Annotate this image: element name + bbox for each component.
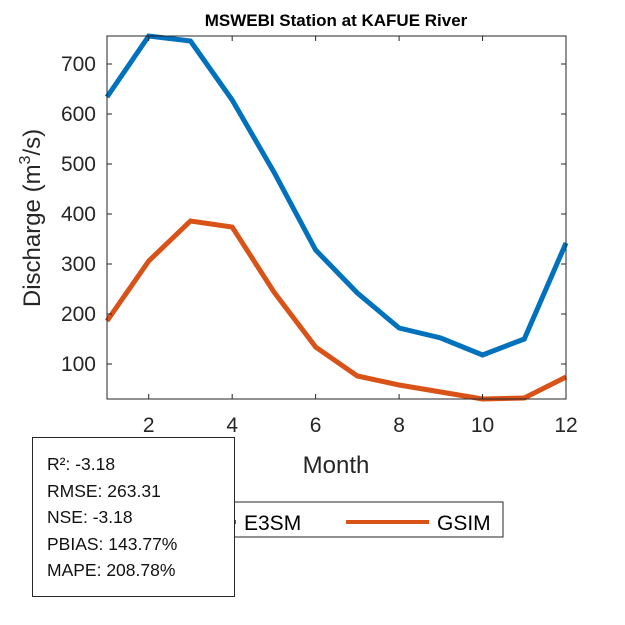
y-tick-label: 700 xyxy=(61,53,96,76)
x-axis-label: Month xyxy=(303,452,370,479)
series-line-e3sm xyxy=(104,33,569,358)
x-tick-label: 2 xyxy=(143,414,155,437)
stat-mape: MAPE: 208.78% xyxy=(47,560,176,580)
y-tick-label: 500 xyxy=(61,153,96,176)
y-tick-label: 300 xyxy=(61,253,96,276)
chart-title: MSWEBI Station at KAFUE River xyxy=(205,11,468,30)
y-tick-label: 600 xyxy=(61,103,96,126)
stat-r2: R²: -3.18 xyxy=(47,454,116,474)
stat-rmse: RMSE: 263.31 xyxy=(47,480,161,501)
legend-label-gsim: GSIM xyxy=(437,512,491,535)
y-tick-label: 400 xyxy=(61,203,96,226)
x-tick-label: 4 xyxy=(226,414,238,437)
x-tick-label: 12 xyxy=(554,414,577,437)
y-axis-label: Discharge (m3/s) xyxy=(17,129,46,307)
stats-annotation-box: R²: -3.18 RMSE: 263.31 NSE: -3.18 PBIAS:… xyxy=(32,437,235,597)
stat-pbias: PBIAS: 143.77% xyxy=(47,533,178,554)
legend-label-e3sm: E3SM xyxy=(244,512,301,535)
y-tick-label: 200 xyxy=(61,303,96,326)
y-axis: 100 200 300 400 500 600 700 xyxy=(61,53,566,376)
stat-nse: NSE: -3.18 xyxy=(47,507,133,527)
plot-lines xyxy=(104,33,569,402)
x-tick-label: 10 xyxy=(471,414,494,437)
axes-box xyxy=(106,35,567,400)
y-tick-label: 100 xyxy=(61,353,96,376)
x-axis: 2 4 6 8 10 12 xyxy=(143,36,578,437)
x-tick-label: 6 xyxy=(310,414,322,437)
series-line-gsim xyxy=(104,218,568,402)
x-tick-label: 8 xyxy=(393,414,405,437)
